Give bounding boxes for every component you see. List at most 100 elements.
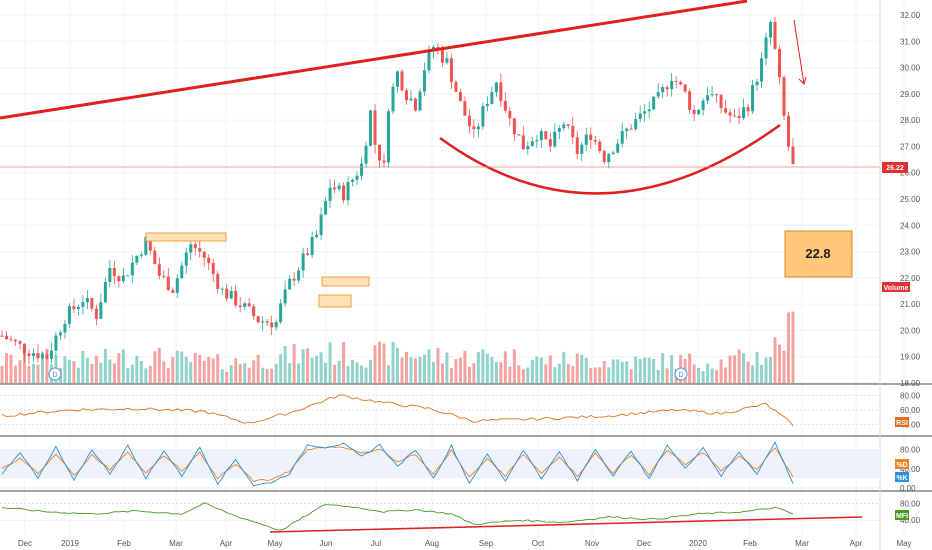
volume-bar — [324, 362, 328, 383]
candle-body — [85, 297, 89, 303]
candle-body — [220, 288, 224, 290]
price-tick-label: 22.00 — [900, 274, 921, 283]
time-axis[interactable]: Dec 2019 Feb Mar Apr May Jun Jul Aug Sep Oct Nov Dec… — [18, 539, 912, 548]
candle-body — [418, 91, 422, 111]
volume-bar — [530, 360, 534, 383]
candle-body — [0, 335, 4, 337]
candle-body — [58, 332, 62, 336]
volume-bar — [369, 359, 373, 383]
volume-bar — [351, 359, 355, 383]
volume-bar — [611, 359, 615, 383]
candle-body — [517, 134, 521, 136]
stoch-k-line[interactable] — [1, 441, 794, 487]
stoch-k-badge — [895, 472, 909, 482]
mfi-support-trendline[interactable] — [269, 516, 863, 533]
volume-bar — [539, 357, 543, 383]
volume-bar — [270, 368, 274, 383]
volume-bar — [625, 361, 629, 383]
support-box-1[interactable] — [145, 232, 227, 242]
candle-body — [76, 306, 80, 309]
volume-bar — [778, 344, 782, 383]
rounding-bottom-curve[interactable] — [439, 123, 781, 195]
candle-body — [638, 113, 642, 120]
candle-body — [229, 290, 233, 299]
candle-body — [364, 145, 368, 164]
volume-bar — [328, 342, 332, 383]
forecast-arrow[interactable] — [793, 19, 805, 85]
volume-bar — [238, 364, 242, 383]
candle-body — [279, 303, 283, 323]
price-axis[interactable]: 32.00 31.00 30.00 29.00 28.00 27.00 26.00 25.00… — [900, 11, 921, 388]
mfi-line[interactable] — [1, 502, 794, 531]
volume-bar — [207, 356, 211, 383]
volume-bar — [643, 357, 647, 383]
time-tick-label: Nov — [585, 539, 599, 548]
stoch-d-line[interactable] — [1, 445, 794, 483]
candle-body — [598, 141, 602, 152]
candle-body — [211, 263, 215, 274]
candle-body — [742, 107, 746, 119]
candle-body — [769, 21, 773, 38]
time-tick-label: Mar — [169, 539, 183, 548]
volume-bar — [557, 363, 561, 383]
candle-body — [773, 21, 777, 49]
volume-bar — [90, 363, 94, 383]
candle-body — [198, 248, 202, 252]
candle-body — [207, 257, 211, 264]
volume-bar — [616, 359, 620, 383]
candle-body — [481, 106, 485, 127]
rsi-line[interactable] — [1, 394, 794, 427]
stoch-d-badge-text: %D — [896, 462, 907, 469]
price-tick-label: 18.00 — [900, 379, 921, 388]
volume-bar — [4, 353, 8, 383]
target-box[interactable] — [784, 230, 853, 278]
price-tick-label: 26.00 — [900, 169, 921, 178]
stoch-d-badge — [895, 459, 909, 469]
candle-body — [409, 98, 413, 101]
indicator-tick-label: 80.00 — [900, 446, 921, 455]
volume-bar — [288, 363, 292, 383]
candle-body — [701, 100, 705, 110]
support-box-3[interactable] — [318, 294, 352, 308]
candle-body — [760, 58, 764, 82]
candle-body — [261, 321, 265, 323]
candle-body — [166, 276, 170, 291]
candle-body — [710, 94, 714, 96]
candle-body — [130, 262, 134, 276]
volume-bar — [301, 349, 305, 383]
candle-body — [463, 101, 467, 116]
candle-body — [427, 51, 431, 71]
volume-bar — [706, 363, 710, 383]
volume-bar — [764, 357, 768, 383]
dividend-marker-icon[interactable] — [48, 367, 62, 381]
volume-bar — [526, 367, 530, 383]
candle-body — [4, 335, 8, 340]
rsi-badge — [895, 417, 909, 427]
candle-body — [310, 237, 314, 255]
dividend-marker-letter: D — [52, 372, 57, 379]
candle-body — [665, 87, 669, 90]
volume-bar — [782, 350, 786, 383]
volume-bar — [63, 356, 67, 383]
volume-bar — [229, 365, 233, 383]
volume-bar — [715, 370, 719, 383]
candle-body — [616, 143, 620, 153]
rising-resistance-trendline[interactable] — [0, 0, 748, 120]
candle-body — [521, 135, 525, 150]
candle-body — [485, 103, 489, 107]
volume-bar — [315, 355, 319, 383]
support-box-2[interactable] — [321, 276, 370, 287]
volume-bar — [333, 364, 337, 383]
candle-body — [90, 297, 94, 309]
volume-bar — [337, 360, 341, 383]
volume-bar — [427, 349, 431, 383]
candle-body — [670, 80, 674, 90]
candle-body — [679, 82, 683, 85]
volume-bar — [382, 343, 386, 383]
candle-body — [265, 321, 269, 323]
candle-body — [238, 305, 242, 307]
volume-bar — [476, 352, 480, 383]
time-tick-label: May — [896, 539, 911, 548]
dividend-marker-icon[interactable] — [674, 367, 688, 381]
